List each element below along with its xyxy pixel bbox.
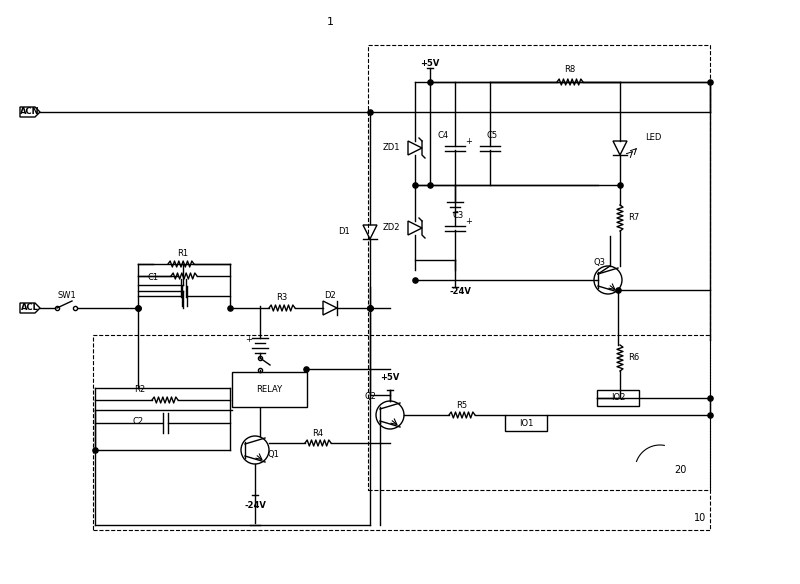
- Text: C5: C5: [486, 131, 498, 141]
- Text: R3: R3: [276, 294, 288, 303]
- Text: +: +: [466, 137, 473, 146]
- Text: -24V: -24V: [449, 287, 471, 297]
- Text: +: +: [246, 335, 253, 345]
- Text: R1: R1: [178, 249, 189, 259]
- Text: Q1: Q1: [267, 450, 279, 460]
- Text: +: +: [466, 217, 473, 226]
- Text: 1: 1: [326, 17, 334, 27]
- Text: ACN: ACN: [20, 107, 40, 116]
- Text: +5V: +5V: [420, 58, 440, 68]
- Text: R5: R5: [457, 401, 467, 409]
- Text: R4: R4: [313, 429, 323, 437]
- Text: Q3: Q3: [594, 258, 606, 266]
- Text: D1: D1: [338, 228, 350, 237]
- Text: R8: R8: [564, 65, 576, 75]
- Text: C3: C3: [452, 211, 464, 221]
- Text: R6: R6: [628, 353, 639, 363]
- Text: C2: C2: [133, 416, 143, 426]
- Text: ZD1: ZD1: [382, 144, 400, 152]
- Text: 10: 10: [694, 513, 706, 523]
- Bar: [505, 415, 547, 431]
- Text: -24V: -24V: [244, 500, 266, 509]
- Text: IO1: IO1: [519, 419, 533, 427]
- Text: +5V: +5V: [380, 374, 400, 383]
- Text: IO2: IO2: [611, 394, 625, 402]
- Text: R2: R2: [134, 385, 146, 395]
- Text: LED: LED: [645, 133, 662, 141]
- Text: ACL: ACL: [21, 304, 39, 312]
- Text: ZD2: ZD2: [382, 224, 400, 232]
- Text: C1: C1: [147, 273, 158, 281]
- Text: 20: 20: [674, 465, 686, 475]
- Text: D2: D2: [324, 291, 336, 301]
- Bar: [232, 372, 307, 407]
- Text: R7: R7: [628, 214, 639, 223]
- Bar: [368, 45, 710, 490]
- Text: SW1: SW1: [58, 291, 76, 301]
- Bar: [93, 335, 710, 530]
- Text: RELAY: RELAY: [257, 385, 282, 394]
- Text: C4: C4: [438, 131, 449, 141]
- Bar: [597, 390, 639, 406]
- Text: Q2: Q2: [364, 392, 376, 402]
